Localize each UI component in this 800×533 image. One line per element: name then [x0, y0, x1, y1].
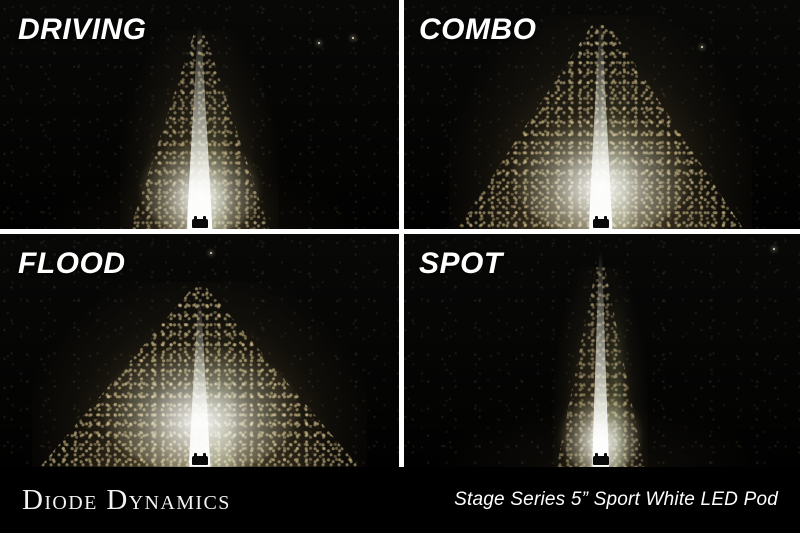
beam-panel-flood: FLOOD — [0, 234, 399, 467]
panel-label-flood: FLOOD — [18, 247, 126, 280]
panel-label-driving: DRIVING — [18, 13, 147, 46]
beam-panel-grid: DRIVING COMBO — [0, 0, 800, 467]
brand-logo-text: Diode Dynamics — [22, 483, 231, 516]
distant-light-icon — [210, 252, 212, 254]
beam-panel-driving: DRIVING — [0, 0, 399, 230]
distant-light-icon — [701, 46, 703, 48]
beam-panel-combo: COMBO — [401, 0, 800, 230]
led-pod-silhouette — [592, 216, 609, 228]
beam-panel-spot: SPOT — [401, 234, 800, 467]
led-pod-silhouette — [191, 453, 208, 465]
panel-label-spot: SPOT — [419, 247, 503, 280]
distant-light-icon — [352, 37, 354, 39]
horizontal-divider — [0, 229, 800, 234]
panel-label-combo: COMBO — [419, 13, 537, 46]
led-pod-silhouette — [191, 216, 208, 228]
distant-light-icon — [773, 248, 775, 250]
distant-light-icon — [318, 42, 320, 44]
led-pod-silhouette — [592, 453, 609, 465]
product-tagline: Stage Series 5” Sport White LED Pod — [454, 489, 778, 510]
poster-footer: Diode Dynamics Stage Series 5” Sport Whi… — [0, 467, 800, 533]
